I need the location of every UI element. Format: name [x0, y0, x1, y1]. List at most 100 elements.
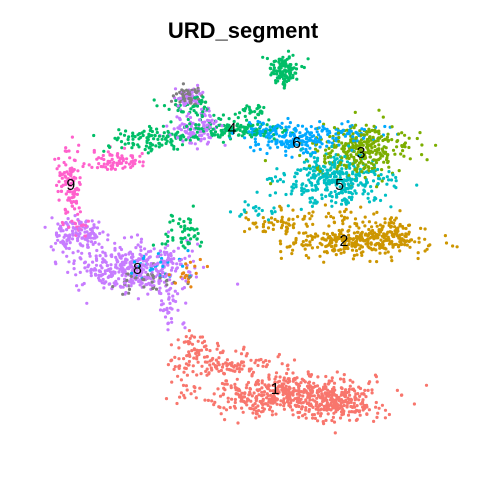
cluster-label-1: 1 [271, 381, 280, 398]
cluster-8-point [155, 269, 159, 273]
cluster-5-point [391, 173, 395, 177]
cluster-1-point [268, 405, 273, 409]
cluster-8-point [176, 292, 180, 296]
cluster-8-point [100, 260, 105, 264]
cluster-1-point [236, 362, 240, 366]
cluster-2-point [313, 235, 317, 239]
cluster-8-point [207, 119, 211, 123]
cluster-2-point [341, 219, 345, 223]
cluster-4-point [287, 56, 291, 60]
cluster-1-point [228, 368, 232, 372]
cluster-5-point [290, 189, 294, 193]
cluster-5-point [328, 161, 332, 165]
cluster-2-point [369, 246, 373, 250]
cluster-2-point [340, 228, 344, 232]
cluster-3-point [376, 139, 380, 143]
cluster-4-point [224, 127, 228, 131]
cluster-4-point [238, 128, 242, 132]
cluster-8-point [143, 275, 147, 279]
cluster-2-point [366, 237, 370, 241]
cluster-2-point [318, 241, 322, 245]
cluster-2-point [394, 216, 398, 220]
cluster-3-point [316, 149, 320, 153]
cluster-8-point [89, 236, 93, 240]
cluster-8-point [138, 283, 142, 287]
cluster-3-point [344, 165, 348, 169]
cluster-6-point [258, 131, 262, 136]
cluster-1-point [256, 379, 260, 383]
cluster-4-point [278, 65, 282, 69]
cluster-9-point [59, 189, 64, 193]
cluster-9-point [82, 162, 86, 166]
cluster-4-point [212, 113, 216, 117]
cluster-2-point [377, 233, 381, 237]
cluster-3-point [382, 160, 386, 164]
cluster-5-point [312, 175, 316, 179]
cluster-9-point [70, 219, 74, 223]
cluster-1-point [226, 400, 230, 404]
cluster-6-point [326, 132, 330, 137]
cluster-1-point [324, 385, 328, 389]
cluster-2-point [302, 217, 306, 221]
cluster-4-point [234, 128, 238, 132]
cluster-1-point [340, 393, 344, 397]
cluster-2-point [287, 217, 291, 221]
cluster-8-point [99, 279, 103, 283]
cluster-4-point [255, 128, 259, 132]
cluster-5-point [340, 167, 344, 171]
cluster-3-point [351, 143, 355, 147]
cluster-1-point [383, 416, 387, 420]
cluster-3-point [407, 145, 411, 150]
cluster-8-point [168, 278, 172, 282]
cluster-1-point [370, 388, 374, 392]
cluster-1-point [181, 383, 186, 387]
cluster-4-point [191, 105, 195, 109]
cluster-4-point [195, 227, 199, 231]
cluster-8-point [134, 266, 138, 270]
cluster-1-point [215, 367, 219, 371]
cluster-3-point [324, 148, 328, 152]
cluster-8-point [91, 226, 95, 230]
cluster-5-point [376, 182, 380, 186]
cluster-4-point [180, 110, 184, 114]
cluster-4-point [273, 59, 278, 63]
scatter-point [142, 285, 146, 289]
cluster-8-point [62, 235, 66, 239]
cluster-4-point [160, 137, 164, 141]
cluster-8-point [70, 229, 75, 233]
cluster-8-point [120, 260, 124, 264]
cluster-1-point [239, 352, 244, 356]
cluster-2-point [352, 237, 356, 241]
cluster-label-8: 8 [133, 261, 142, 278]
cluster-5-point [345, 172, 349, 176]
scatter-point [196, 97, 201, 101]
cluster-5-point [284, 192, 288, 197]
cluster-1-point [278, 403, 282, 407]
cluster-8-point [139, 280, 143, 284]
cluster-3-point [323, 161, 327, 165]
cluster-5-point [294, 171, 298, 175]
cluster-8-point [156, 273, 160, 277]
cluster-8-point [95, 235, 99, 239]
cluster-4-point [168, 220, 172, 224]
cluster-4-point [243, 114, 247, 118]
cluster-1-point [383, 408, 388, 412]
cluster-1-point [351, 387, 355, 391]
cluster-4-point [171, 238, 175, 242]
scatter-point [167, 273, 171, 277]
cluster-1-point [221, 393, 225, 397]
cluster-1-point [321, 420, 325, 424]
cluster-1-point [215, 347, 219, 351]
cluster-1-point [256, 389, 260, 393]
cluster-3-point [307, 164, 312, 168]
scatter-point [193, 264, 197, 268]
cluster-2-point [351, 257, 355, 261]
cluster-8-point [149, 249, 153, 253]
cluster-4-point [171, 236, 175, 240]
cluster-2-point [406, 232, 411, 236]
cluster-3-point [386, 138, 391, 142]
cluster-6-point [296, 124, 300, 128]
cluster-4-point [102, 149, 106, 153]
cluster-4-point [286, 76, 290, 80]
